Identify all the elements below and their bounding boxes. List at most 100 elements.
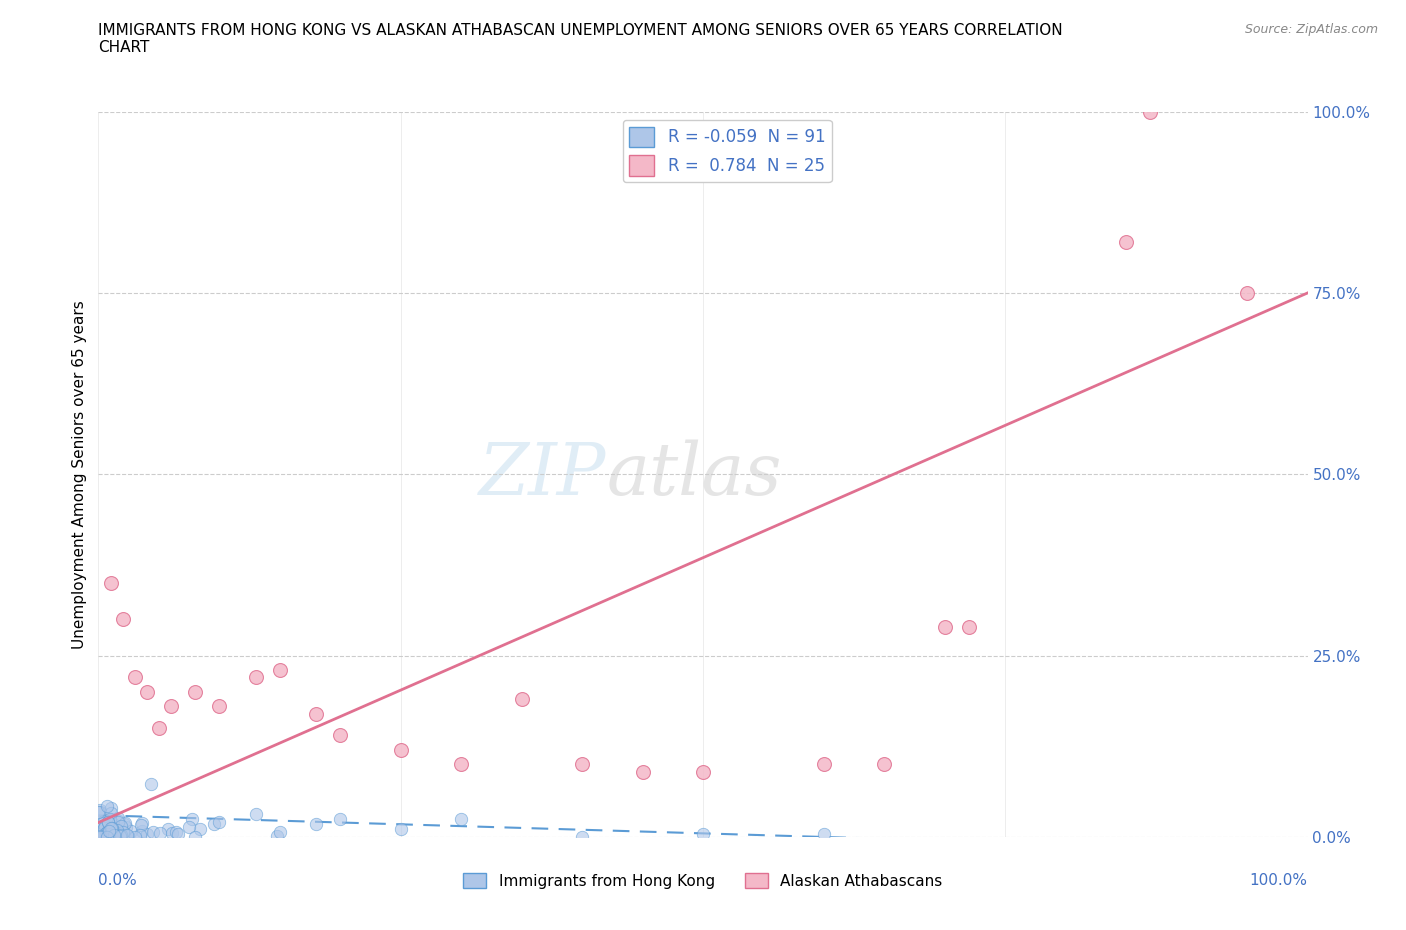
Text: 100.0%: 100.0% [1250, 873, 1308, 888]
Point [510, 692, 533, 707]
Point [91, 830, 114, 844]
Point [91, 824, 114, 839]
Point [89, 829, 111, 844]
Point [131, 817, 153, 832]
Point [389, 821, 412, 836]
Point [100, 576, 122, 591]
Point [103, 828, 125, 843]
Point [450, 812, 472, 827]
Point [96, 826, 118, 841]
Point [184, 830, 207, 844]
Point [96, 827, 118, 842]
Point [813, 757, 835, 772]
Y-axis label: Unemployment Among Seniors over 65 years: Unemployment Among Seniors over 65 years [72, 300, 87, 649]
Text: Source: ZipAtlas.com: Source: ZipAtlas.com [1244, 23, 1378, 36]
Point [110, 828, 132, 843]
Point [97, 815, 120, 830]
Point [329, 812, 352, 827]
Point [131, 824, 153, 839]
Point [389, 742, 412, 757]
Point [107, 811, 129, 826]
Point [115, 828, 138, 843]
Point [111, 612, 134, 627]
Point [142, 825, 165, 840]
Point [269, 663, 291, 678]
Point [188, 821, 211, 836]
Point [245, 807, 267, 822]
Point [1236, 286, 1258, 300]
Point [101, 817, 124, 831]
Point [160, 699, 183, 714]
Point [167, 827, 190, 842]
Point [156, 822, 179, 837]
Point [89, 804, 111, 819]
Point [97, 829, 120, 844]
Point [245, 670, 267, 684]
Point [101, 824, 124, 839]
Point [87, 804, 110, 819]
Point [813, 827, 835, 842]
Legend: R = -0.059  N = 91, R =  0.784  N = 25: R = -0.059 N = 91, R = 0.784 N = 25 [623, 120, 832, 182]
Point [131, 816, 153, 830]
Point [98, 819, 121, 834]
Point [98, 821, 121, 836]
Point [97, 824, 120, 839]
Point [266, 829, 288, 844]
Point [94, 818, 117, 833]
Text: ZIP: ZIP [479, 439, 606, 510]
Text: IMMIGRANTS FROM HONG KONG VS ALASKAN ATHABASCAN UNEMPLOYMENT AMONG SENIORS OVER : IMMIGRANTS FROM HONG KONG VS ALASKAN ATH… [98, 23, 1063, 38]
Point [204, 817, 226, 831]
Point [97, 814, 120, 829]
Point [181, 812, 204, 827]
Point [165, 825, 187, 840]
Point [98, 829, 121, 844]
Point [305, 817, 328, 831]
Point [120, 824, 142, 839]
Point [98, 826, 121, 841]
Point [98, 811, 121, 826]
Point [111, 825, 134, 840]
Point [100, 824, 122, 839]
Point [117, 829, 139, 844]
Point [160, 826, 183, 841]
Point [93, 813, 115, 828]
Point [100, 805, 122, 820]
Point [93, 820, 115, 835]
Point [114, 816, 136, 830]
Point [148, 721, 170, 736]
Text: CHART: CHART [98, 40, 150, 55]
Point [107, 815, 129, 830]
Point [104, 828, 127, 843]
Point [128, 828, 150, 843]
Point [141, 777, 163, 791]
Point [100, 821, 122, 836]
Point [208, 699, 231, 714]
Point [124, 670, 146, 684]
Point [101, 821, 124, 836]
Point [96, 825, 118, 840]
Point [103, 829, 125, 844]
Point [111, 827, 134, 842]
Point [115, 819, 138, 834]
Point [93, 817, 115, 832]
Point [108, 814, 131, 829]
Point [97, 829, 120, 844]
Point [692, 827, 714, 842]
Point [135, 684, 157, 699]
Point [136, 826, 159, 841]
Point [957, 619, 980, 634]
Point [1115, 234, 1137, 249]
Point [101, 827, 124, 842]
Point [101, 820, 124, 835]
Point [89, 824, 111, 839]
Point [87, 827, 110, 842]
Point [91, 816, 114, 830]
Point [208, 814, 231, 829]
Point [100, 801, 122, 816]
Text: 0.0%: 0.0% [98, 873, 138, 888]
Point [112, 817, 135, 831]
Point [631, 764, 654, 779]
Point [105, 823, 128, 838]
Point [96, 830, 118, 844]
Point [110, 818, 132, 833]
